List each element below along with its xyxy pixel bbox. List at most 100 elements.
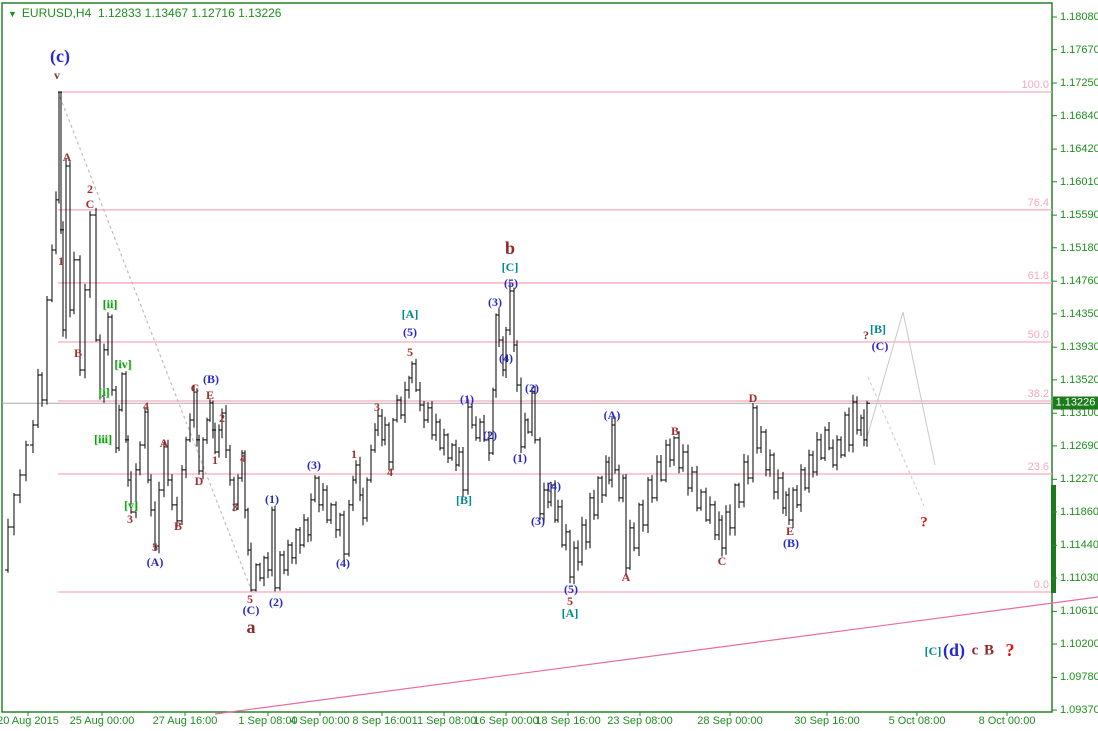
wave-label-B[interactable]: [B] <box>456 493 472 507</box>
time-tick-label: 25 Aug 00:00 <box>69 715 135 727</box>
wave-label-?[interactable]: ? <box>1005 640 1015 660</box>
wave-label-A[interactable]: A <box>621 570 631 584</box>
wave-label-A[interactable]: (A) <box>146 555 164 569</box>
price-tick-label: 1.10610 <box>1060 605 1098 618</box>
wave-label-C[interactable]: C <box>717 554 727 568</box>
wave-label-C[interactable]: [C] <box>924 644 942 658</box>
time-tick-label: 4 Sep 00:00 <box>290 715 350 727</box>
price-tick-label: 1.12690 <box>1060 439 1098 452</box>
wave-label-B[interactable]: (B) <box>783 536 799 550</box>
price-tick-label: 1.09780 <box>1060 671 1098 684</box>
wave-label-5[interactable]: (5) <box>504 276 518 290</box>
wave-label-1[interactable]: 1 <box>212 453 218 467</box>
fib-label-76.4: 76.4 <box>1028 197 1049 209</box>
price-tick-label: 1.12270 <box>1060 473 1098 486</box>
wave-label-D[interactable]: D <box>194 474 204 488</box>
wave-label-c[interactable]: (c) <box>50 46 70 66</box>
wave-label-A[interactable]: [A] <box>561 606 579 620</box>
wave-label-3[interactable]: (3) <box>531 514 545 528</box>
wave-label-A[interactable]: A <box>62 150 72 164</box>
wave-label-d[interactable]: (d) <box>943 640 965 660</box>
wave-label-B[interactable]: B <box>73 346 83 360</box>
wave-label-i[interactable]: [i] <box>98 385 110 399</box>
price-tick-label: 1.16420 <box>1060 143 1098 156</box>
wave-label-v[interactable]: v <box>54 68 60 82</box>
wave-label-E[interactable]: E <box>205 388 215 402</box>
wave-label-ii[interactable]: [ii] <box>102 297 118 311</box>
wave-label-1[interactable]: (1) <box>513 451 527 465</box>
wave-label-4[interactable]: (4) <box>499 351 513 365</box>
wave-label-2[interactable]: (2) <box>483 428 497 442</box>
price-tick-label: 1.17250 <box>1060 77 1098 90</box>
wave-label-3[interactable]: (3) <box>488 295 502 309</box>
wave-label-2[interactable]: (2) <box>269 595 283 609</box>
wave-label-C[interactable]: (C) <box>871 339 889 353</box>
wave-label-D[interactable]: D <box>748 391 758 405</box>
price-tick-label: 1.17670 <box>1060 43 1098 56</box>
wave-label-iv[interactable]: [iv] <box>114 357 132 371</box>
wave-label-4[interactable]: 4 <box>240 451 246 465</box>
price-tick-label: 1.14350 <box>1060 307 1098 320</box>
wave-label-3[interactable]: 3 <box>232 500 238 514</box>
current-price-badge: 1.13226 <box>1053 396 1098 410</box>
wave-label-5[interactable]: 5 <box>567 594 573 608</box>
wave-label-B[interactable]: [B] <box>870 322 886 336</box>
fib-label-61.8: 61.8 <box>1028 270 1049 282</box>
wave-label-B[interactable]: B <box>173 519 183 533</box>
wave-label-3[interactable]: (3) <box>307 458 321 472</box>
wave-label-5[interactable]: 5 <box>152 540 158 554</box>
wave-label-2[interactable]: 2 <box>87 182 93 196</box>
symbol-label: EURUSD,H4 <box>21 6 92 20</box>
fib-label-38.2: 38.2 <box>1028 388 1049 400</box>
wave-label-4[interactable]: 4 <box>387 465 393 479</box>
wave-label-1[interactable]: (1) <box>265 492 279 506</box>
wave-label-?[interactable]: ? <box>920 514 928 531</box>
wave-label-C[interactable]: [C] <box>501 260 519 274</box>
time-tick-label: 11 Sep 08:00 <box>411 715 477 727</box>
wave-label-A[interactable]: [A] <box>401 307 419 321</box>
price-tick-label: 1.13520 <box>1060 373 1098 386</box>
wave-label-5[interactable]: 5 <box>407 345 413 359</box>
price-tick-label: 1.11440 <box>1060 539 1098 552</box>
wave-label-B[interactable]: (B) <box>203 372 219 386</box>
wave-label-1[interactable]: (1) <box>460 392 474 406</box>
wave-label-4[interactable]: (4) <box>547 479 561 493</box>
wave-label-4[interactable]: (4) <box>336 556 350 570</box>
wave-label-iii[interactable]: [iii] <box>94 432 112 446</box>
wave-label-5[interactable]: (5) <box>564 582 578 596</box>
wave-label-3[interactable]: 3 <box>127 512 133 526</box>
wave-label-3[interactable]: 3 <box>374 400 380 414</box>
projection-dashed[interactable] <box>867 376 926 509</box>
wave-label-B[interactable]: B <box>670 424 680 438</box>
wave-label-a[interactable]: a <box>246 617 256 637</box>
wave-label-5[interactable]: 5 <box>247 592 253 606</box>
wave-label-4[interactable]: 4 <box>143 399 149 413</box>
trendline-dashed-decline[interactable] <box>59 96 253 593</box>
time-tick-label: 28 Sep 00:00 <box>697 715 763 727</box>
wave-label-5[interactable]: (5) <box>403 325 417 339</box>
wave-label-c[interactable]: c <box>971 642 979 659</box>
wave-label-A[interactable]: (A) <box>603 408 621 422</box>
time-tick-label: 8 Sep 16:00 <box>352 715 412 727</box>
wave-label-E[interactable]: E <box>785 524 795 538</box>
wave-label-2[interactable]: (2) <box>525 381 539 395</box>
wave-label-C[interactable]: (C) <box>242 603 260 617</box>
wave-label-?[interactable]: ? <box>863 328 869 342</box>
price-tick-label: 1.11030 <box>1060 571 1098 584</box>
fib-label-100.0: 100.0 <box>1021 79 1049 91</box>
time-tick-label: 23 Sep 08:00 <box>607 715 673 727</box>
wave-label-1[interactable]: 1 <box>351 447 357 461</box>
trendline-rising-support[interactable] <box>214 596 1098 715</box>
wave-label-C[interactable]: C <box>190 381 200 395</box>
wave-label-v[interactable]: [v] <box>124 498 138 512</box>
wave-label-B[interactable]: B <box>983 642 995 659</box>
wave-label-A[interactable]: A <box>159 436 169 450</box>
wave-label-C[interactable]: C <box>85 197 95 211</box>
projection-zigzag[interactable] <box>865 311 936 466</box>
ohlc-bar-series[interactable] <box>5 91 870 592</box>
wave-label-2[interactable]: 2 <box>219 411 225 425</box>
wave-label-1[interactable]: 1 <box>58 254 64 268</box>
wave-label-b[interactable]: b <box>504 238 516 258</box>
